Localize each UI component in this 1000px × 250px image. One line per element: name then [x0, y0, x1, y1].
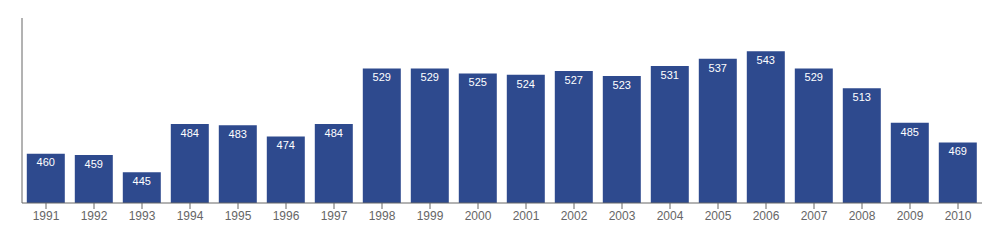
svg-text:469: 469 [949, 145, 967, 157]
svg-text:525: 525 [469, 76, 487, 88]
svg-text:1996: 1996 [273, 209, 300, 223]
svg-text:2008: 2008 [849, 209, 876, 223]
svg-text:524: 524 [517, 78, 535, 90]
svg-text:2000: 2000 [465, 209, 492, 223]
svg-text:1999: 1999 [417, 209, 444, 223]
svg-text:2003: 2003 [609, 209, 636, 223]
svg-text:1992: 1992 [81, 209, 108, 223]
svg-text:1993: 1993 [129, 209, 156, 223]
svg-text:2004: 2004 [657, 209, 684, 223]
svg-text:2001: 2001 [513, 209, 540, 223]
svg-text:2010: 2010 [945, 209, 972, 223]
svg-text:513: 513 [853, 91, 871, 103]
svg-text:483: 483 [229, 128, 247, 140]
svg-text:484: 484 [325, 127, 343, 139]
svg-text:2005: 2005 [705, 209, 732, 223]
svg-text:531: 531 [661, 69, 679, 81]
svg-text:543: 543 [757, 54, 775, 66]
svg-text:2006: 2006 [753, 209, 780, 223]
svg-text:1991: 1991 [33, 209, 60, 223]
svg-text:1997: 1997 [321, 209, 348, 223]
svg-text:1998: 1998 [369, 209, 396, 223]
svg-text:1995: 1995 [225, 209, 252, 223]
svg-text:484: 484 [181, 127, 199, 139]
svg-text:529: 529 [421, 71, 439, 83]
svg-text:485: 485 [901, 126, 919, 138]
svg-text:1994: 1994 [177, 209, 204, 223]
svg-text:460: 460 [37, 156, 55, 168]
svg-text:529: 529 [805, 71, 823, 83]
svg-text:2002: 2002 [561, 209, 588, 223]
svg-text:459: 459 [85, 158, 103, 170]
svg-text:2009: 2009 [897, 209, 924, 223]
svg-text:474: 474 [277, 139, 295, 151]
svg-text:445: 445 [133, 175, 151, 187]
svg-text:523: 523 [613, 79, 631, 91]
svg-text:537: 537 [709, 62, 727, 74]
svg-text:527: 527 [565, 74, 583, 86]
svg-text:2007: 2007 [801, 209, 828, 223]
svg-text:529: 529 [373, 71, 391, 83]
